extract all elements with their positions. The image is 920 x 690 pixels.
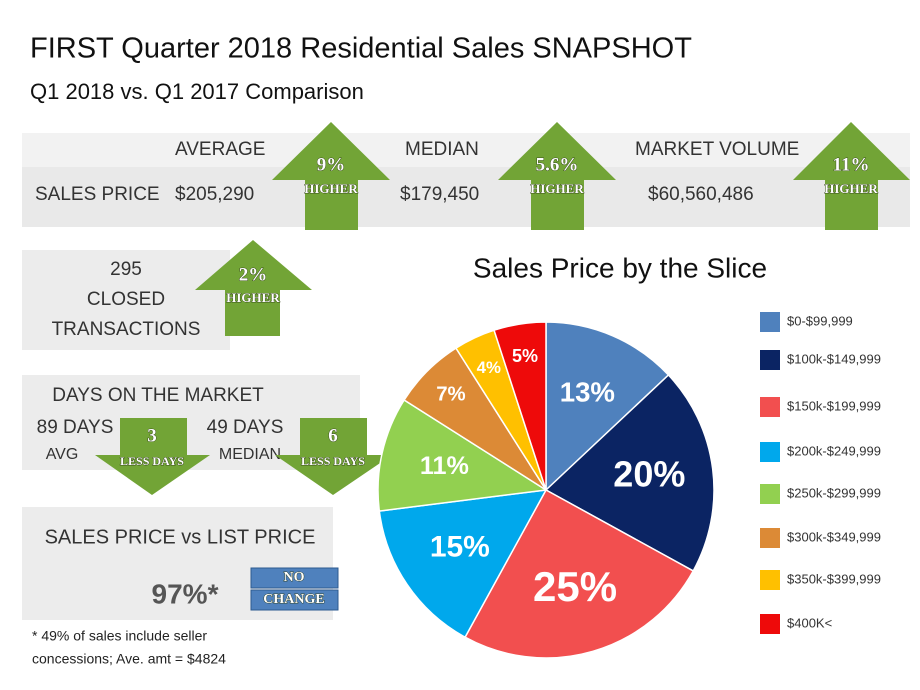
up-arrow [793, 122, 910, 230]
arrow-change: 6 [328, 425, 338, 446]
arrow-change: 5.6% [536, 154, 579, 175]
badge-text: NO [284, 570, 305, 585]
legend-label: $400K< [787, 615, 832, 630]
col-value: $179,450 [400, 184, 479, 205]
closed-box [22, 250, 230, 350]
up-arrow [195, 240, 312, 336]
col-label: MARKET VOLUME [635, 139, 799, 160]
legend-swatch [760, 614, 780, 634]
table-row-bg [22, 167, 910, 227]
up-arrow [498, 122, 616, 230]
days-title: DAYS ON THE MARKET [52, 385, 264, 406]
arrow-change: 9% [317, 154, 346, 175]
legend-label: $0-$99,999 [787, 313, 853, 328]
legend-swatch [760, 350, 780, 370]
legend-swatch [760, 312, 780, 332]
col-label: MEDIAN [405, 139, 479, 160]
badge-bg [250, 567, 339, 589]
arrow-direction: HIGHER [226, 290, 280, 305]
pie-slice [378, 489, 548, 639]
legend-label: $250k-$299,999 [787, 485, 881, 500]
legend-label: $200k-$249,999 [787, 443, 881, 458]
slice-label: 13% [560, 377, 615, 408]
col-label: AVERAGE [175, 139, 265, 160]
arrow-change: 11% [833, 154, 870, 175]
up-arrow [272, 122, 390, 230]
pie-slice [545, 321, 670, 492]
legend-label: $350k-$399,999 [787, 571, 881, 586]
slice-label: 11% [420, 452, 469, 480]
arrow-change: 2% [239, 264, 268, 285]
badge-text: CHANGE [263, 592, 324, 607]
badge-bg [250, 589, 339, 611]
legend-label: $150k-$199,999 [787, 398, 881, 413]
row-label: SALES PRICE [35, 184, 160, 205]
days-label: AVG [46, 446, 79, 463]
slice-label: 4% [477, 358, 501, 377]
slice-label: 15% [430, 530, 490, 563]
pie-slice [377, 398, 549, 512]
legend-swatch [760, 484, 780, 504]
title: FIRST Quarter 2018 Residential Sales SNA… [30, 33, 692, 65]
table-header-bg [22, 133, 910, 167]
pie-slice [493, 321, 547, 491]
arrow-direction: HIGHER [304, 181, 358, 196]
legend-swatch [760, 570, 780, 590]
slice-label: 5% [512, 346, 538, 366]
col-value: $60,560,486 [648, 184, 754, 205]
pie-slice [464, 488, 695, 659]
down-arrow [275, 418, 392, 495]
closed-line: TRANSACTIONS [52, 319, 201, 340]
legend-swatch [760, 397, 780, 417]
legend-label: $100k-$149,999 [787, 351, 881, 366]
legend-label: $300k-$349,999 [787, 529, 881, 544]
arrow-change: 3 [147, 425, 157, 446]
slice-label: 7% [436, 383, 465, 405]
days-value: 89 DAYS [37, 417, 114, 438]
arrow-direction: HIGHER [824, 181, 878, 196]
slice-label: 25% [533, 563, 617, 610]
down-arrow [95, 418, 210, 495]
footnote: concessions; Ave. amt = $4824 [32, 651, 226, 667]
arrow-direction: HIGHER [530, 181, 584, 196]
arrow-direction: LESS DAYS [120, 454, 184, 468]
slice-label: 20% [613, 453, 685, 494]
pie-slice [544, 373, 715, 572]
legend-swatch [760, 528, 780, 548]
days-label: MEDIAN [219, 446, 281, 463]
col-value: $205,290 [175, 184, 254, 205]
chart-title: Sales Price by the Slice [473, 252, 767, 283]
sales-list-value: 97%* [152, 578, 219, 609]
legend-swatch [760, 442, 780, 462]
subtitle: Q1 2018 vs. Q1 2017 Comparison [30, 79, 364, 104]
days-value: 49 DAYS [207, 417, 284, 438]
footnote: * 49% of sales include seller [32, 628, 207, 644]
arrow-direction: LESS DAYS [301, 454, 365, 468]
sales-list-title: SALES PRICE vs LIST PRICE [45, 526, 316, 548]
closed-line: CLOSED [87, 289, 165, 310]
closed-count: 295 [110, 259, 142, 280]
